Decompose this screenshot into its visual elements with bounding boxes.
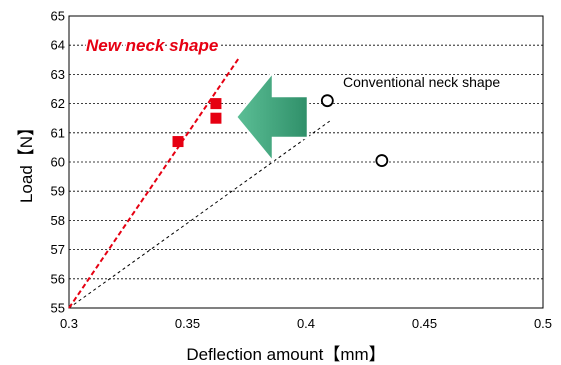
annotation-conventional-neck-shape: Conventional neck shape [343, 74, 500, 90]
point-conventional-neck-shape [375, 154, 389, 167]
point-new-neck-shape [210, 112, 222, 124]
x-tick-label: 0.5 [534, 316, 552, 331]
left-arrow-icon [234, 68, 310, 166]
x-axis-title: Deflection amount【mm】 [186, 345, 385, 364]
annotation-new-neck-shape: New neck shape [86, 36, 218, 55]
y-tick-label: 62 [51, 96, 65, 111]
point-new-neck-shape [210, 98, 222, 110]
x-tick-label: 0.3 [60, 316, 78, 331]
x-axis-ticks: 0.3 0.35 0.4 0.45 0.5 [60, 316, 552, 331]
point-new-neck-shape [172, 136, 184, 148]
y-tick-label: 58 [51, 213, 65, 228]
x-tick-label: 0.45 [412, 316, 437, 331]
trend-line-new [68, 56, 241, 309]
x-tick-label: 0.35 [175, 316, 200, 331]
point-conventional-neck-shape [320, 94, 334, 108]
y-tick-label: 59 [51, 184, 65, 199]
y-tick-label: 57 [51, 242, 65, 257]
y-tick-label: 60 [51, 155, 65, 170]
y-tick-label: 55 [51, 301, 65, 316]
y-tick-label: 64 [51, 38, 65, 53]
data-points [172, 94, 389, 167]
y-axis-ticks: 55 56 57 58 59 60 61 62 63 64 65 [51, 9, 65, 316]
y-tick-label: 65 [51, 9, 65, 24]
y-tick-label: 63 [51, 67, 65, 82]
trend-lines [68, 56, 330, 309]
plot-frame [68, 15, 544, 309]
improvement-arrow [234, 68, 310, 166]
trend-line-conventional [68, 120, 330, 309]
y-tick-label: 61 [51, 125, 65, 140]
y-axis-title: Load【N】 [17, 119, 36, 203]
y-tick-label: 56 [51, 271, 65, 286]
x-tick-label: 0.4 [297, 316, 315, 331]
